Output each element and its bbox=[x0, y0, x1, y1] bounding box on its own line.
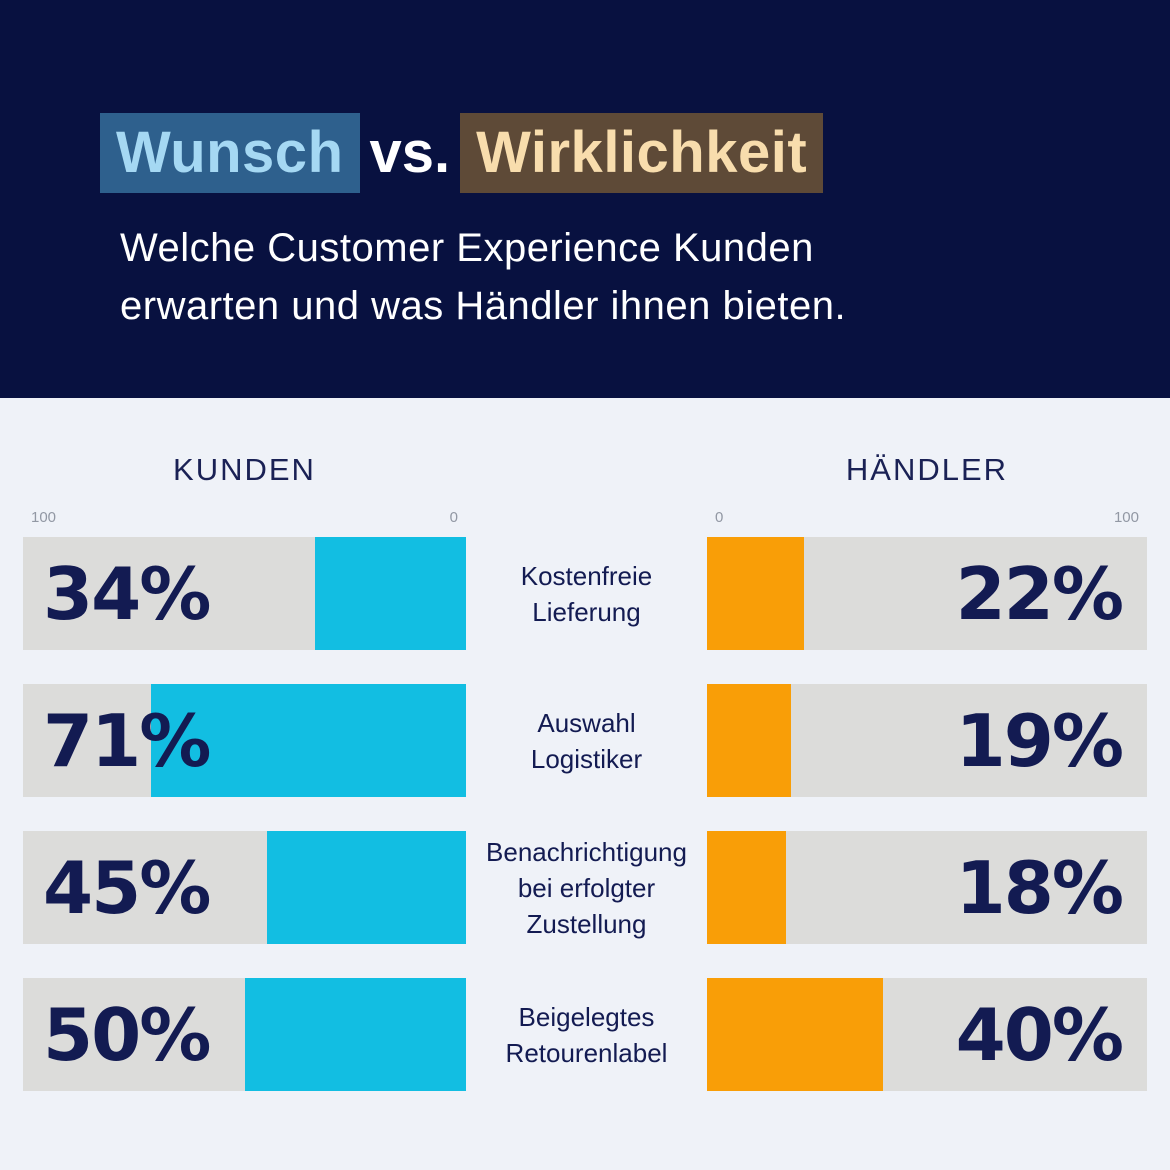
haendler-heading: HÄNDLER bbox=[845, 452, 1009, 487]
kunden-value: 71% bbox=[43, 698, 211, 783]
kunden-value: 45% bbox=[43, 845, 211, 930]
chart-rows: 34% Kostenfreie Lieferung 22% 71% Auswah… bbox=[23, 537, 1147, 1091]
kunden-bar-track: 34% bbox=[23, 537, 466, 650]
kunden-bar-track: 45% bbox=[23, 831, 466, 944]
haendler-bar-track: 18% bbox=[707, 831, 1147, 944]
haendler-bar-track: 19% bbox=[707, 684, 1147, 797]
haendler-bar bbox=[707, 978, 883, 1091]
kunden-bar bbox=[315, 537, 466, 650]
category-label: Benachrichtigung bei erfolgter Zustellun… bbox=[486, 836, 687, 939]
chart-row-kostenfreie-lieferung: 34% Kostenfreie Lieferung 22% bbox=[23, 537, 1147, 650]
chart-row-retourenlabel: 50% Beigelegtes Retourenlabel 40% bbox=[23, 978, 1147, 1091]
category-label: Beigelegtes Retourenlabel bbox=[505, 1001, 668, 1068]
kunden-bar bbox=[151, 684, 466, 797]
category-label: Kostenfreie Lieferung bbox=[520, 560, 653, 627]
comparison-chart: KUNDEN HÄNDLER 100 0 0 100 34% Kostenfre… bbox=[0, 398, 1170, 1091]
axis-label-right-0: 0 bbox=[715, 509, 724, 526]
column-headings-row: KUNDEN HÄNDLER bbox=[23, 453, 1147, 487]
kunden-bar bbox=[266, 831, 466, 944]
header-banner: Wunsch vs. Wirklichkeit Welche Customer … bbox=[0, 0, 1170, 398]
haendler-value: 22% bbox=[955, 551, 1124, 636]
axis-row: 100 0 0 100 bbox=[23, 509, 1147, 527]
axis-label-left-100: 100 bbox=[31, 509, 57, 526]
haendler-value: 40% bbox=[955, 992, 1124, 1077]
title-vs-text: vs. bbox=[369, 120, 451, 186]
subtitle-line-1: Welche Customer Experience Kunden bbox=[120, 225, 814, 270]
haendler-bar-track: 22% bbox=[707, 537, 1147, 650]
category-label: Auswahl Logistiker bbox=[530, 707, 643, 774]
kunden-heading: KUNDEN bbox=[173, 452, 316, 487]
haendler-bar bbox=[707, 684, 791, 797]
page-title: Wunsch vs. Wirklichkeit bbox=[100, 113, 1170, 193]
haendler-axis: 0 100 bbox=[707, 509, 1147, 527]
title-wunsch-chip: Wunsch bbox=[100, 113, 360, 193]
axis-label-right-100: 100 bbox=[1113, 509, 1139, 526]
subtitle: Welche Customer Experience Kunden erwarte… bbox=[120, 219, 1170, 335]
haendler-value: 18% bbox=[955, 845, 1124, 930]
kunden-bar-track: 50% bbox=[23, 978, 466, 1091]
haendler-bar-track: 40% bbox=[707, 978, 1147, 1091]
chart-row-auswahl-logistiker: 71% Auswahl Logistiker 19% bbox=[23, 684, 1147, 797]
subtitle-line-2: erwarten und was Händler ihnen bieten. bbox=[120, 283, 847, 328]
kunden-value: 50% bbox=[43, 992, 211, 1077]
title-wirklichkeit-chip: Wirklichkeit bbox=[460, 113, 824, 193]
kunden-axis: 100 0 bbox=[23, 509, 466, 527]
chart-row-benachrichtigung: 45% Benachrichtigung bei erfolgter Zuste… bbox=[23, 831, 1147, 944]
haendler-bar bbox=[707, 831, 787, 944]
kunden-bar-track: 71% bbox=[23, 684, 466, 797]
haendler-bar bbox=[707, 537, 804, 650]
axis-label-left-0: 0 bbox=[449, 509, 458, 526]
haendler-value: 19% bbox=[955, 698, 1124, 783]
kunden-bar bbox=[244, 978, 466, 1091]
kunden-value: 34% bbox=[43, 551, 211, 636]
